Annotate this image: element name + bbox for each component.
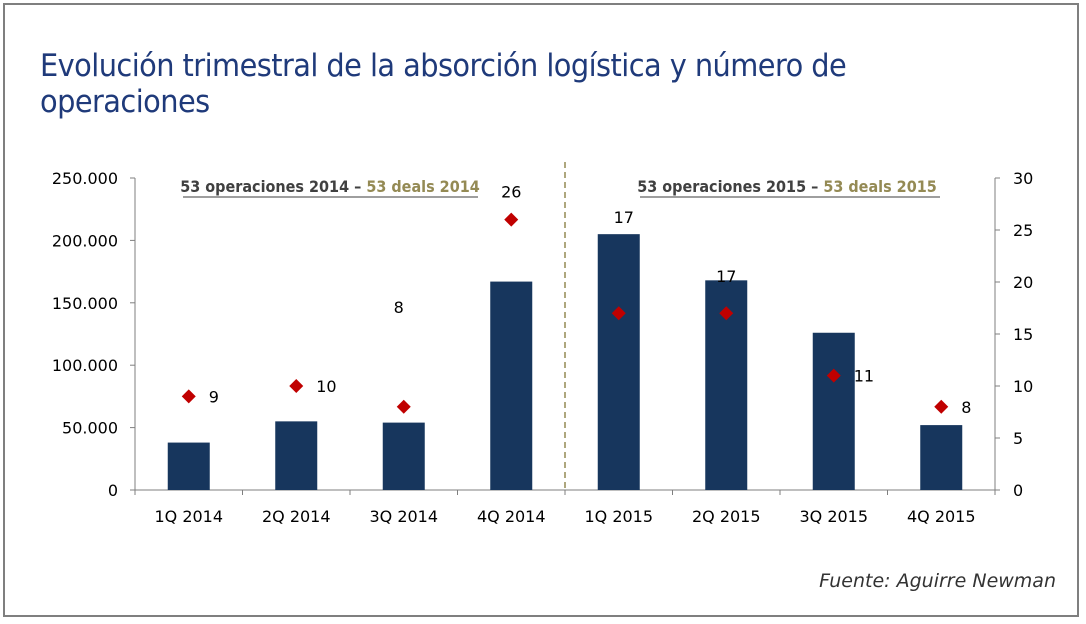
- x-tick-label: 4Q 2014: [477, 507, 546, 526]
- x-tick-label: 3Q 2014: [369, 507, 438, 526]
- y-left-tick-label: 100.000: [52, 356, 118, 375]
- y-left-tick-label: 0: [108, 481, 118, 500]
- operations-label: 26: [501, 183, 521, 202]
- chart-frame: [3, 3, 1079, 617]
- chart-title: Evolución trimestral de la absorción log…: [40, 48, 847, 120]
- operations-marker: [934, 399, 949, 414]
- bar: [167, 442, 210, 490]
- y-right-tick-label: 20: [1013, 273, 1033, 292]
- operations-label: 9: [209, 387, 219, 406]
- x-tick-label: 2Q 2014: [262, 507, 331, 526]
- bar: [490, 281, 533, 490]
- bar: [812, 332, 855, 490]
- operations-label: 17: [716, 267, 736, 286]
- x-tick-label: 1Q 2015: [584, 507, 653, 526]
- operations-marker: [396, 399, 411, 414]
- y-right-tick-label: 10: [1013, 377, 1033, 396]
- y-left-tick-label: 150.000: [52, 294, 118, 313]
- annotation-deals: 53 deals 2015: [823, 177, 936, 196]
- operations-label: 17: [614, 208, 634, 227]
- operations-marker: [181, 389, 196, 404]
- operations-marker: [289, 379, 304, 393]
- bar: [597, 234, 640, 490]
- y-right-tick-label: 15: [1013, 325, 1033, 344]
- y-right-tick-label: 30: [1013, 169, 1033, 188]
- operations-label: 11: [854, 367, 874, 386]
- x-tick-label: 1Q 2014: [154, 507, 223, 526]
- bar: [275, 421, 318, 490]
- annotation-operaciones: 53 operaciones 2015 –: [637, 177, 823, 196]
- operations-marker: [719, 306, 734, 321]
- y-left-tick-label: 200.000: [52, 231, 118, 250]
- x-tick-label: 3Q 2015: [799, 507, 868, 526]
- bar: [920, 425, 963, 490]
- operations-marker: [504, 212, 519, 227]
- annotation-operaciones: 53 operaciones 2014 –: [180, 177, 366, 196]
- y-left-tick-label: 250.000: [52, 169, 118, 188]
- operations-label: 10: [316, 377, 336, 396]
- x-tick-label: 2Q 2015: [692, 507, 761, 526]
- operations-label: 8: [394, 298, 404, 317]
- operations-marker: [611, 306, 626, 321]
- period-annotation: 53 operaciones 2015 – 53 deals 2015: [637, 177, 937, 196]
- y-right-tick-label: 25: [1013, 221, 1033, 240]
- y-right-tick-label: 5: [1013, 429, 1023, 448]
- y-right-tick-label: 0: [1013, 481, 1023, 500]
- annotation-deals: 53 deals 2014: [366, 177, 479, 196]
- operations-marker: [826, 368, 841, 383]
- source-note: Fuente: Aguirre Newman: [819, 570, 1056, 592]
- x-tick-label: 4Q 2015: [907, 507, 976, 526]
- operations-label: 8: [961, 398, 971, 417]
- bar: [382, 422, 425, 490]
- period-annotation: 53 operaciones 2014 – 53 deals 2014: [180, 177, 480, 196]
- y-left-tick-label: 50.000: [62, 419, 118, 438]
